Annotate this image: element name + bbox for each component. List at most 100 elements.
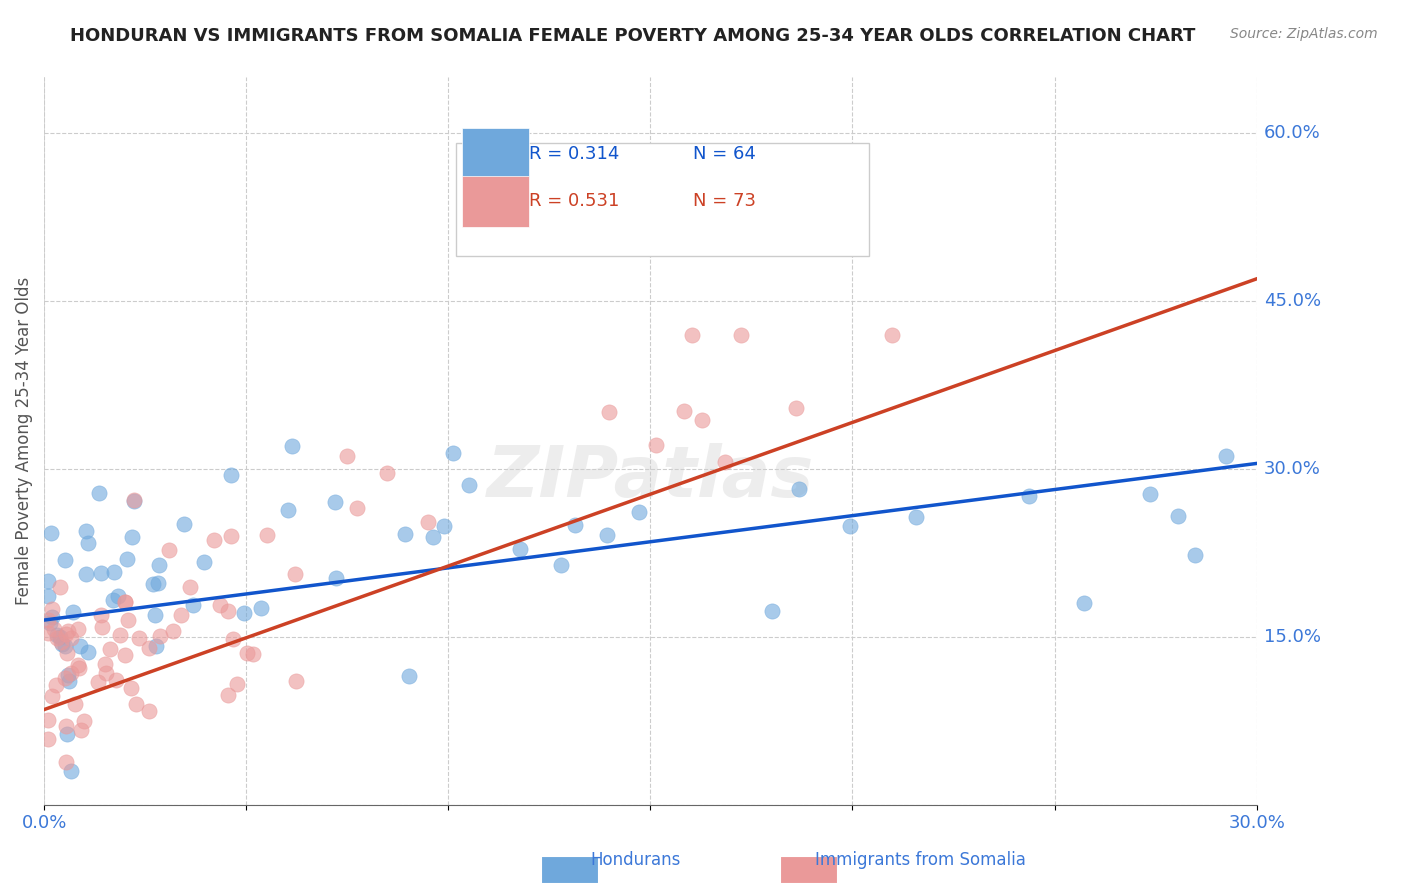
Point (37, 574, 59, 588)
Point (202, 533, 225, 548)
Point (108, 628, 131, 642)
Point (1018, 489, 1040, 503)
Text: R = 0.314: R = 0.314 (529, 145, 620, 163)
Point (58, 673, 80, 688)
Point (60, 764, 83, 778)
Point (242, 647, 264, 661)
Point (1073, 596, 1095, 610)
Point (325, 571, 347, 585)
Point (148, 558, 170, 572)
Text: N = 64: N = 64 (693, 145, 755, 163)
Point (285, 674, 308, 689)
Point (58, 624, 80, 639)
Point (375, 466, 398, 480)
Point (284, 567, 307, 582)
Point (45, 631, 67, 645)
Point (690, 413, 713, 427)
FancyBboxPatch shape (463, 176, 529, 227)
Point (55, 719, 77, 733)
Point (173, 517, 195, 532)
Point (346, 500, 368, 515)
Point (146, 576, 169, 591)
Point (904, 509, 927, 524)
Point (222, 632, 245, 646)
Text: Immigrants from Somalia: Immigrants from Somalia (815, 851, 1026, 869)
Point (219, 529, 242, 543)
Point (117, 614, 139, 628)
Point (323, 495, 346, 509)
Point (564, 518, 586, 533)
Point (145, 639, 167, 653)
Text: R = 0.531: R = 0.531 (529, 192, 620, 211)
Point (142, 577, 165, 591)
FancyBboxPatch shape (463, 128, 529, 179)
Point (219, 468, 242, 483)
Point (1215, 449, 1237, 463)
Point (398, 669, 420, 683)
Point (37, 589, 59, 603)
Text: N = 73: N = 73 (693, 192, 756, 211)
Point (627, 505, 650, 519)
Point (103, 566, 125, 580)
Point (644, 438, 666, 452)
Point (170, 607, 193, 622)
Point (37, 625, 59, 640)
Point (89, 486, 111, 500)
Point (41, 602, 63, 616)
Point (730, 327, 752, 342)
Point (55, 727, 77, 741)
Point (38, 615, 60, 630)
Point (72, 714, 94, 728)
Text: HONDURAN VS IMMIGRANTS FROM SOMALIA FEMALE POVERTY AMONG 25-34 YEAR OLDS CORRELA: HONDURAN VS IMMIGRANTS FROM SOMALIA FEMA… (70, 27, 1195, 45)
Point (114, 594, 136, 608)
Point (713, 455, 735, 469)
Point (143, 608, 166, 623)
Point (236, 646, 259, 660)
Point (233, 606, 256, 620)
Point (422, 530, 444, 544)
Text: 15.0%: 15.0% (1264, 628, 1320, 646)
Text: Hondurans: Hondurans (591, 851, 681, 869)
Point (49, 635, 72, 649)
Text: ZIPatlas: ZIPatlas (486, 443, 814, 512)
Point (598, 405, 620, 419)
Point (226, 677, 249, 691)
Point (138, 641, 160, 656)
Point (256, 528, 278, 542)
Point (107, 590, 129, 604)
Point (51, 637, 73, 651)
Point (53, 552, 76, 566)
Point (128, 631, 150, 645)
Point (458, 478, 481, 492)
Point (249, 601, 271, 615)
Point (91, 620, 114, 634)
Point (124, 494, 146, 508)
Point (66, 657, 89, 672)
Point (138, 704, 160, 718)
Point (114, 595, 136, 609)
Point (149, 629, 172, 643)
Point (77, 645, 100, 659)
Point (53, 639, 76, 653)
Point (55, 755, 77, 769)
Point (1184, 548, 1206, 562)
Point (49, 630, 72, 644)
Point (681, 327, 703, 342)
Point (1167, 508, 1189, 523)
Point (53, 672, 76, 686)
Point (281, 439, 304, 453)
Point (59, 665, 82, 680)
Point (65, 698, 87, 712)
Point (37, 713, 59, 727)
Point (761, 604, 783, 618)
Point (42, 622, 65, 636)
Point (209, 599, 232, 613)
Point (787, 483, 810, 497)
Point (48, 580, 70, 594)
Text: 30.0%: 30.0% (1264, 460, 1320, 478)
Point (418, 515, 440, 529)
Point (37, 732, 59, 747)
Point (41, 610, 63, 624)
Point (124, 697, 146, 711)
Point (41, 526, 63, 541)
